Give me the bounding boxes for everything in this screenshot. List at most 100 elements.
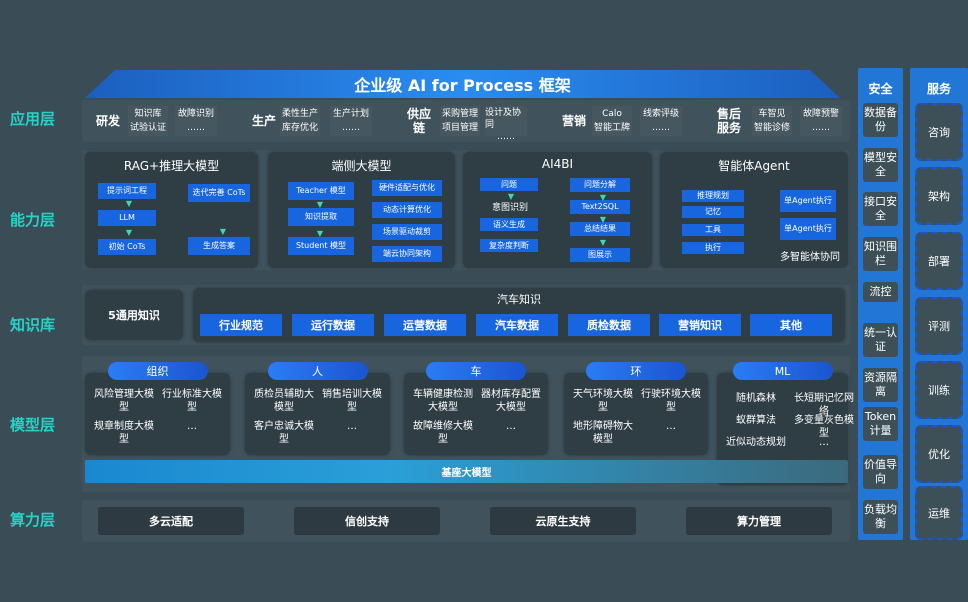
capability-box: 问题	[480, 178, 538, 191]
framework-title: 企业级 AI for Process 框架	[85, 70, 840, 98]
app-item[interactable]: ……	[652, 123, 670, 133]
capability-box: Text2SQL	[570, 200, 630, 214]
security-item: 数据备份	[863, 103, 898, 137]
capability-box: Student 模型	[288, 237, 354, 255]
app-item[interactable]: 柔性生产	[281, 109, 318, 119]
arrow-down-icon: ▼	[599, 215, 607, 224]
arrow-down-icon: ▼	[507, 192, 515, 201]
service-item[interactable]: 部署	[915, 232, 963, 290]
app-item-column: 线索评级 ……	[640, 106, 682, 136]
model-item: 质检员辅助大模型	[254, 389, 314, 413]
model-panel	[564, 373, 708, 455]
app-item[interactable]: 知识库	[134, 109, 162, 119]
capability-box: LLM	[98, 210, 156, 226]
app-item[interactable]: 设计及协同	[485, 108, 522, 130]
model-item: …	[506, 421, 516, 432]
model-item: 长短期记忆网络	[794, 393, 854, 417]
model-item: 故障维修大模型	[413, 421, 473, 445]
app-item[interactable]: 故障识别	[177, 109, 214, 119]
capability-text: 意图识别	[491, 203, 528, 213]
app-item-column: 采购管理 项目管理	[440, 106, 480, 136]
capability-box: 初始 CoTs	[98, 239, 156, 255]
app-item[interactable]: 车智见	[758, 109, 786, 119]
knowledge-item[interactable]: 质检数据	[568, 314, 650, 336]
service-title: 服务	[926, 82, 951, 96]
knowledge-item[interactable]: 其他	[750, 314, 832, 336]
capability-box: 知识提取	[288, 208, 354, 226]
app-item[interactable]: 库存优化	[281, 123, 318, 133]
layer-label: 算力层	[10, 511, 56, 529]
knowledge-item[interactable]: 营销知识	[659, 314, 741, 336]
capability-box: 场景驱动裁剪	[372, 224, 442, 240]
capability-box: 单Agent执行	[780, 218, 836, 240]
app-item[interactable]: 智能工牌	[593, 123, 630, 133]
knowledge-item[interactable]: 运营数据	[384, 314, 466, 336]
capability-box: 提示词工程	[98, 183, 156, 199]
capability-title: RAG+推理大模型	[123, 159, 220, 173]
model-item: 销售培训大模型	[322, 389, 382, 413]
service-item[interactable]: 训练	[915, 361, 963, 419]
capability-box: 单Agent执行	[780, 190, 836, 212]
capability-box: 端云协同架构	[372, 246, 442, 262]
app-item[interactable]: ……	[812, 123, 830, 133]
app-group-label: 研发	[95, 114, 120, 128]
security-item: 统一认证	[863, 323, 898, 357]
app-item[interactable]: 采购管理	[441, 109, 478, 119]
compute-item: 多云适配	[98, 507, 244, 535]
model-item: …	[819, 437, 829, 448]
arrow-down-icon: ▼	[599, 238, 607, 247]
app-group-label: 生产	[251, 114, 276, 128]
model-category-pill: 组织	[107, 362, 208, 380]
app-item[interactable]: ……	[187, 123, 205, 133]
app-item[interactable]: Calo	[602, 109, 622, 119]
app-item[interactable]: 生产计划	[332, 109, 369, 119]
knowledge-item[interactable]: 汽车数据	[476, 314, 558, 336]
app-item-column: 故障识别 ……	[175, 106, 217, 136]
model-category-pill: ML	[732, 362, 833, 380]
model-item: 天气环境大模型	[573, 389, 633, 413]
capability-box: 记忆	[682, 206, 744, 218]
arrow-down-icon: ▼	[316, 229, 324, 238]
model-item: 客户忠诚大模型	[254, 421, 314, 445]
capability-title: AI4BI	[541, 157, 574, 171]
knowledge-item[interactable]: 行业规范	[200, 314, 282, 336]
capability-box: 总结结果	[570, 222, 630, 236]
app-item[interactable]: ……	[342, 123, 360, 133]
capability-box: 执行	[682, 242, 744, 254]
model-item: …	[666, 421, 676, 432]
general-knowledge: 5通用知识	[85, 290, 183, 340]
service-item[interactable]: 优化	[915, 425, 963, 483]
model-item: …	[187, 421, 197, 432]
capability-box: 硬件适配与优化	[372, 180, 442, 196]
capability-box: 推理规划	[682, 190, 744, 202]
model-panel	[404, 373, 548, 455]
security-title: 安全	[868, 82, 893, 96]
model-item: 蚁群算法	[736, 415, 776, 426]
model-panel	[85, 373, 230, 455]
model-item: 多变量灰色模型	[794, 415, 854, 439]
model-item: …	[347, 421, 357, 432]
app-group-label: 营销	[561, 114, 586, 128]
app-item[interactable]: 试验认证	[129, 123, 166, 133]
service-item[interactable]: 评测	[915, 297, 963, 355]
layer-label: 模型层	[10, 416, 56, 434]
service-item[interactable]: 运维	[915, 486, 963, 540]
service-item[interactable]: 架构	[915, 167, 963, 225]
model-item: 行驶环境大模型	[641, 389, 701, 413]
app-item[interactable]: 智能诊修	[753, 123, 790, 133]
service-item[interactable]: 咨询	[915, 103, 963, 161]
security-item: 接口安全	[863, 192, 898, 226]
app-item[interactable]: 项目管理	[441, 123, 478, 133]
arrow-down-icon: ▼	[125, 228, 133, 237]
knowledge-item[interactable]: 运行数据	[292, 314, 374, 336]
app-item[interactable]: ……	[497, 132, 515, 142]
layer-label: 知识库	[10, 316, 56, 334]
capability-title: 智能体Agent	[718, 159, 790, 173]
model-panel	[245, 373, 390, 455]
app-item[interactable]: 故障预警	[802, 109, 839, 119]
app-group-label: 供应链	[406, 107, 431, 135]
compute-item: 云原生支持	[490, 507, 636, 535]
model-category-pill: 人	[267, 362, 368, 380]
app-item[interactable]: 线索评级	[642, 109, 679, 119]
arrow-down-icon: ▼	[219, 227, 227, 236]
